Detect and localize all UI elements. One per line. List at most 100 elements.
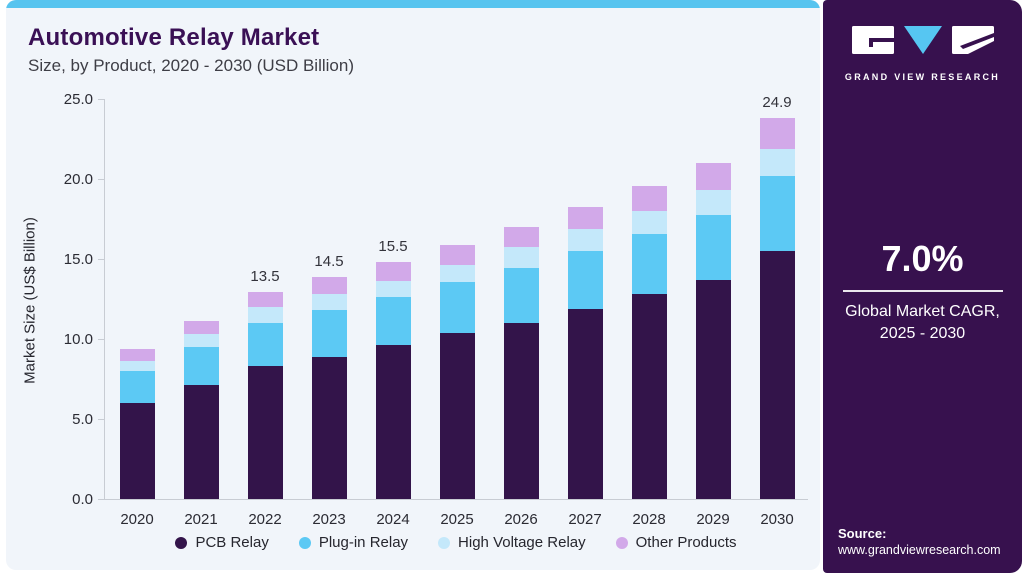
- bar-2021: [183, 321, 219, 499]
- bar-segment-plug-in-relay: [311, 310, 347, 357]
- legend-dot-icon: [298, 536, 311, 549]
- bar-segment-pcb-relay: [759, 250, 795, 499]
- bar-segment-pcb-relay: [439, 333, 475, 499]
- y-tick-mark: [98, 98, 105, 100]
- bar-2024: [375, 262, 411, 499]
- x-tick-label: 2025: [440, 511, 474, 528]
- legend-item-high-voltage-relay: High Voltage Relay: [438, 534, 586, 551]
- bar-value-label: 15.5: [378, 238, 408, 256]
- bar-segment-pcb-relay: [631, 294, 667, 499]
- legend-label: High Voltage Relay: [458, 534, 586, 551]
- plot-area: 0.0 5.0 10.0 15.0 20.0 25.0 2020 2021 13.5 2022 14…: [64, 91, 808, 528]
- x-tick-label: 2021: [184, 511, 218, 528]
- bar-value-label: 24.9: [762, 94, 792, 112]
- x-tick-label: 2028: [632, 511, 666, 528]
- bar-segment-other-products: [567, 207, 603, 230]
- bar-segment-high-voltage-relay: [247, 307, 283, 323]
- chart-panel: Automotive Relay Market Size, by Product…: [6, 0, 820, 570]
- bar-segment-pcb-relay: [247, 366, 283, 499]
- bar-segment-plug-in-relay: [567, 250, 603, 310]
- bar-2025: [439, 244, 475, 499]
- cagr-caption-line1: Global Market CAGR,: [845, 302, 1000, 320]
- bar-2030: [759, 118, 795, 499]
- y-tick-label: 25.0: [63, 91, 93, 108]
- y-axis-title: Market Size (US$ Billion): [21, 217, 39, 384]
- bar-segment-plug-in-relay: [375, 296, 411, 346]
- bar-segment-plug-in-relay: [439, 282, 475, 334]
- bar-segment-pcb-relay: [375, 345, 411, 499]
- x-tick-label: 2029: [696, 511, 730, 528]
- bar-segment-other-products: [695, 163, 731, 191]
- bar-segment-pcb-relay: [119, 403, 155, 499]
- bar-segment-high-voltage-relay: [631, 211, 667, 235]
- y-tick-mark: [98, 498, 105, 500]
- cagr-value: 7.0%: [881, 238, 964, 279]
- legend-dot-icon: [438, 536, 451, 549]
- bar-segment-other-products: [119, 348, 155, 362]
- y-tick-mark: [98, 338, 105, 340]
- source-block: Source: www.grandviewresearch.com: [838, 526, 1001, 557]
- x-tick-label: 2026: [504, 511, 538, 528]
- bar-value-label: 13.5: [250, 267, 280, 285]
- bar-2020: [119, 348, 155, 499]
- accent-top-strip: [6, 0, 820, 8]
- y-tick-mark: [98, 258, 105, 260]
- legend-item-plug-in-relay: Plug-in Relay: [298, 534, 409, 551]
- bar-segment-plug-in-relay: [503, 267, 539, 323]
- brand-sidebar: GRAND VIEW RESEARCH 7.0% Global Market C…: [823, 0, 1022, 573]
- bar-segment-high-voltage-relay: [759, 148, 795, 176]
- bar-segment-other-products: [375, 262, 411, 282]
- bar-segment-plug-in-relay: [695, 214, 731, 280]
- bar-value-label: 14.5: [314, 252, 344, 270]
- bar-segment-other-products: [311, 276, 347, 295]
- bar-segment-other-products: [247, 291, 283, 307]
- bar-segment-high-voltage-relay: [567, 229, 603, 251]
- bar-segment-plug-in-relay: [631, 234, 667, 295]
- bar-segment-plug-in-relay: [759, 175, 795, 251]
- bar-segment-pcb-relay: [695, 279, 731, 499]
- gvr-logo: GRAND VIEW RESEARCH: [823, 24, 1022, 82]
- y-tick-mark: [98, 418, 105, 420]
- bar-segment-high-voltage-relay: [375, 281, 411, 297]
- bar-segment-other-products: [631, 186, 667, 211]
- bar-2029: [695, 163, 731, 499]
- cagr-block: 7.0% Global Market CAGR, 2025 - 2030: [823, 238, 1022, 345]
- page-title: Automotive Relay Market: [28, 24, 320, 51]
- gvr-logo-icon: [851, 26, 994, 54]
- x-tick-label: 2030: [760, 511, 794, 528]
- legend-dot-icon: [615, 536, 628, 549]
- source-url: www.grandviewresearch.com: [838, 543, 1001, 557]
- x-tick-label: 2022: [248, 511, 282, 528]
- bar-segment-high-voltage-relay: [439, 265, 475, 283]
- bar-segment-other-products: [183, 321, 219, 335]
- bar-segment-high-voltage-relay: [695, 190, 731, 215]
- bar-segment-high-voltage-relay: [119, 361, 155, 371]
- bar-segment-pcb-relay: [183, 385, 219, 499]
- cagr-caption-line2: 2025 - 2030: [879, 324, 966, 342]
- bar-2022: [247, 291, 283, 499]
- x-tick-label: 2023: [312, 511, 346, 528]
- bar-2023: [311, 276, 347, 499]
- bar-segment-pcb-relay: [503, 322, 539, 499]
- source-label: Source:: [838, 526, 887, 541]
- bar-segment-high-voltage-relay: [183, 334, 219, 347]
- bar-2026: [503, 227, 539, 499]
- y-tick-label: 0.0: [72, 491, 93, 508]
- bar-2028: [631, 186, 667, 499]
- bar-segment-other-products: [439, 244, 475, 266]
- legend-dot-icon: [175, 536, 188, 549]
- y-tick-label: 10.0: [63, 331, 93, 348]
- cagr-divider: [842, 290, 1003, 292]
- y-tick-label: 20.0: [63, 171, 93, 188]
- legend-label: Other Products: [635, 534, 737, 551]
- x-tick-label: 2024: [376, 511, 410, 528]
- y-tick-label: 15.0: [63, 251, 93, 268]
- x-tick-label: 2027: [568, 511, 602, 528]
- gvr-logo-wordmark: GRAND VIEW RESEARCH: [844, 72, 1001, 82]
- bar-segment-plug-in-relay: [247, 323, 283, 367]
- bar-segment-plug-in-relay: [119, 371, 155, 403]
- legend-label: Plug-in Relay: [318, 534, 409, 551]
- bar-segment-high-voltage-relay: [311, 294, 347, 311]
- bar-segment-high-voltage-relay: [503, 247, 539, 268]
